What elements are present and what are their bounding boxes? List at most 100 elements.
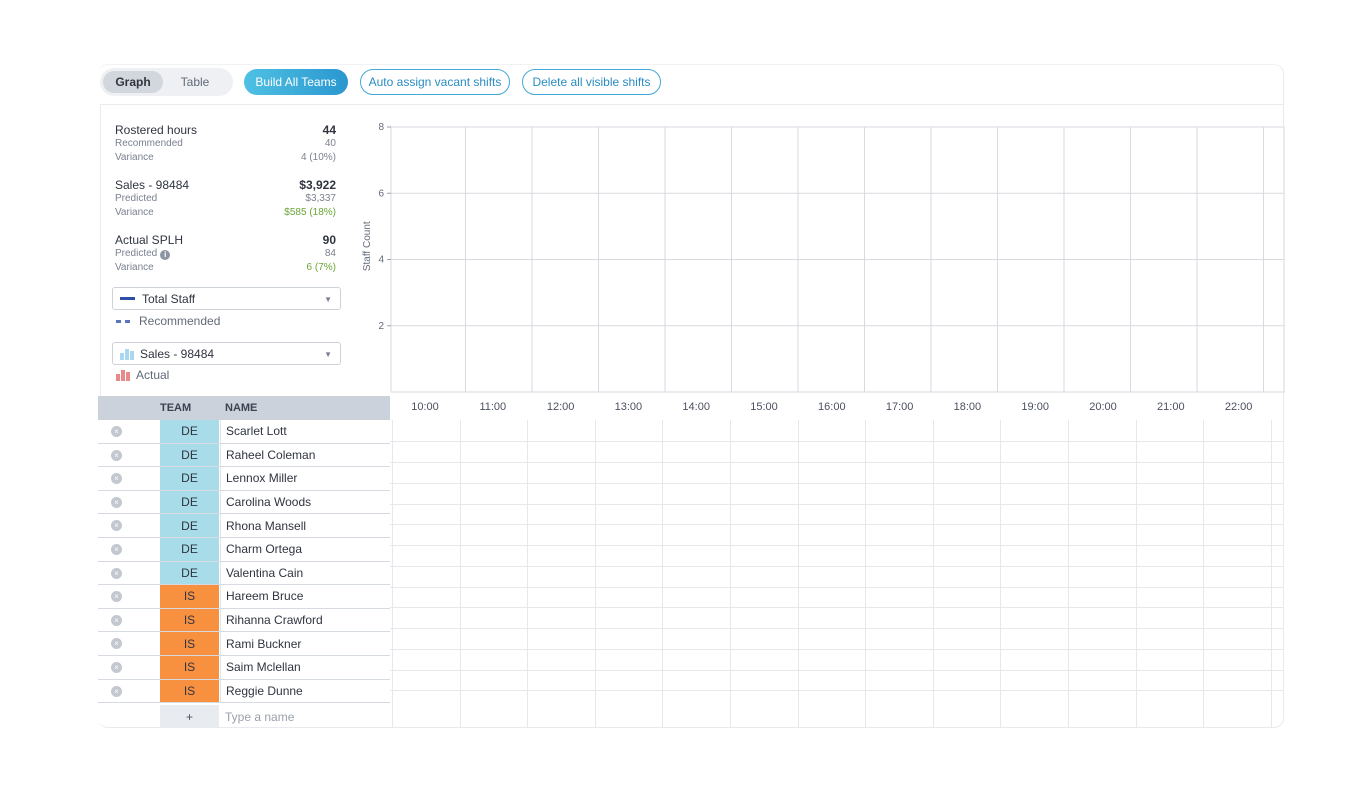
tab-table[interactable]: Table <box>180 75 210 89</box>
remove-row-icon[interactable]: × <box>111 591 122 603</box>
table-row: × IS Hareem Bruce <box>98 585 390 609</box>
table-row: × IS Rihanna Crawford <box>98 608 390 633</box>
metric-title: Sales - 98484 <box>115 178 190 192</box>
metric-sub-value: 40 <box>324 138 336 149</box>
remove-row-icon[interactable]: × <box>111 520 122 532</box>
staff-chart: 2 4 6 8 Staff Count <box>362 122 1285 393</box>
y-tick-label: 2 <box>378 321 384 332</box>
table-header: TEAM NAME <box>98 396 390 420</box>
remove-row-icon[interactable]: × <box>111 426 122 437</box>
team-badge[interactable]: DE <box>160 443 219 467</box>
remove-row-icon[interactable]: × <box>111 614 122 626</box>
metric-sub-value: 6 (7%) <box>306 262 336 273</box>
time-label: 21:00 <box>1157 401 1185 413</box>
time-label: 11:00 <box>479 401 507 413</box>
y-axis-label: Staff Count <box>362 221 373 271</box>
dashed-line-icon <box>116 319 131 323</box>
build-all-teams-button[interactable]: Build All Teams <box>244 69 348 95</box>
y-tick-label: 4 <box>378 255 384 266</box>
column-header-team: TEAM <box>160 402 192 414</box>
chevron-down-icon: ▼ <box>324 295 332 304</box>
bar-swatch-icon <box>120 348 134 360</box>
time-label: 19:00 <box>1021 401 1049 413</box>
view-toggle: Graph Table <box>100 68 233 96</box>
team-badge[interactable]: IS <box>160 679 219 703</box>
bar-swatch-icon <box>116 369 130 381</box>
remove-row-icon[interactable]: × <box>111 496 122 508</box>
metric-sub-value: 84 <box>324 248 336 259</box>
team-badge[interactable]: DE <box>160 420 219 443</box>
metric-value: 90 <box>322 233 336 247</box>
metric-value: 44 <box>322 123 336 137</box>
time-label: 13:00 <box>614 401 643 413</box>
staff-name[interactable]: Reggie Dunne <box>220 679 390 703</box>
team-badge[interactable]: DE <box>160 514 219 537</box>
staff-name[interactable]: Raheel Coleman <box>220 443 390 467</box>
table-row: × DE Raheel Coleman <box>98 443 390 468</box>
staff-name[interactable]: Carolina Woods <box>220 490 390 514</box>
time-label: 20:00 <box>1089 401 1117 413</box>
metric-sales: Sales - 98484 $3,922 Predicted $3,337 Vari… <box>115 178 336 220</box>
metric-sub-label: Recommended <box>115 138 183 149</box>
remove-row-icon[interactable]: × <box>111 685 122 697</box>
remove-row-icon[interactable]: × <box>111 638 122 650</box>
table-row: × IS Saim Mclellan <box>98 656 390 680</box>
team-badge[interactable]: IS <box>160 608 219 632</box>
staff-name[interactable]: Saim Mclellan <box>220 656 390 679</box>
staff-name[interactable]: Scarlet Lott <box>220 420 390 443</box>
auto-assign-button[interactable]: Auto assign vacant shifts <box>360 69 510 95</box>
y-tick-label: 6 <box>378 188 384 199</box>
name-input[interactable] <box>220 707 388 726</box>
shift-grid[interactable] <box>390 420 1284 728</box>
staff-name[interactable]: Hareem Bruce <box>220 585 390 608</box>
metric-value: $3,922 <box>299 178 336 192</box>
remove-row-icon[interactable]: × <box>111 567 122 579</box>
time-label: 14:00 <box>682 401 710 413</box>
add-team-button[interactable]: + <box>160 705 219 728</box>
team-badge[interactable]: IS <box>160 632 219 655</box>
metric-rostered-hours: Rostered hours 44 Recommended 40 Variance 4… <box>115 123 336 165</box>
staff-select-value: Total Staff <box>142 291 196 306</box>
sales-series-select[interactable]: Sales - 98484 ▼ <box>112 342 341 365</box>
remove-row-icon[interactable]: × <box>111 473 122 485</box>
remove-row-icon[interactable]: × <box>111 544 122 555</box>
staff-name[interactable]: Lennox Miller <box>220 467 390 490</box>
team-badge[interactable]: DE <box>160 490 219 514</box>
chevron-down-icon: ▼ <box>324 350 332 359</box>
metric-title: Actual SPLH <box>115 233 184 247</box>
team-badge[interactable]: IS <box>160 656 219 679</box>
column-header-name: NAME <box>225 402 258 414</box>
team-badge[interactable]: DE <box>160 561 219 585</box>
remove-row-icon[interactable]: × <box>111 449 122 461</box>
team-badge[interactable]: DE <box>160 538 219 561</box>
time-label: 10:00 <box>411 401 439 413</box>
staff-series-select[interactable]: Total Staff ▼ <box>112 287 341 310</box>
table-row: × DE Charm Ortega <box>98 538 390 562</box>
divider <box>100 104 1284 105</box>
table-row: × DE Carolina Woods <box>98 490 390 515</box>
time-label: 12:00 <box>546 401 575 413</box>
staff-name[interactable]: Rihanna Crawford <box>220 608 390 632</box>
table-row: × IS Rami Buckner <box>98 632 390 656</box>
staff-name[interactable]: Valentina Cain <box>220 561 390 585</box>
y-tick-label: 8 <box>378 122 384 133</box>
team-badge[interactable]: IS <box>160 585 219 608</box>
info-icon[interactable]: i <box>160 250 171 260</box>
time-label: 16:00 <box>818 401 846 413</box>
staff-name[interactable]: Rhona Mansell <box>220 514 390 537</box>
line-swatch-icon <box>120 297 135 300</box>
table-row: × DE Valentina Cain <box>98 561 390 586</box>
table-row: × IS Reggie Dunne <box>98 679 390 704</box>
staff-name[interactable]: Charm Ortega <box>220 538 390 561</box>
remove-row-icon[interactable]: × <box>111 662 122 673</box>
metric-title: Rostered hours <box>115 123 198 137</box>
table-row: × DE Lennox Miller <box>98 467 390 491</box>
delete-shifts-button[interactable]: Delete all visible shifts <box>522 69 661 95</box>
staff-name[interactable]: Rami Buckner <box>220 632 390 655</box>
metric-sub-label: Variance <box>115 262 154 273</box>
tab-graph[interactable]: Graph <box>103 71 163 93</box>
time-label: 18:00 <box>953 401 982 413</box>
team-badge[interactable]: DE <box>160 467 219 490</box>
metric-sub-label: Predicted <box>115 193 158 204</box>
divider <box>100 104 101 396</box>
